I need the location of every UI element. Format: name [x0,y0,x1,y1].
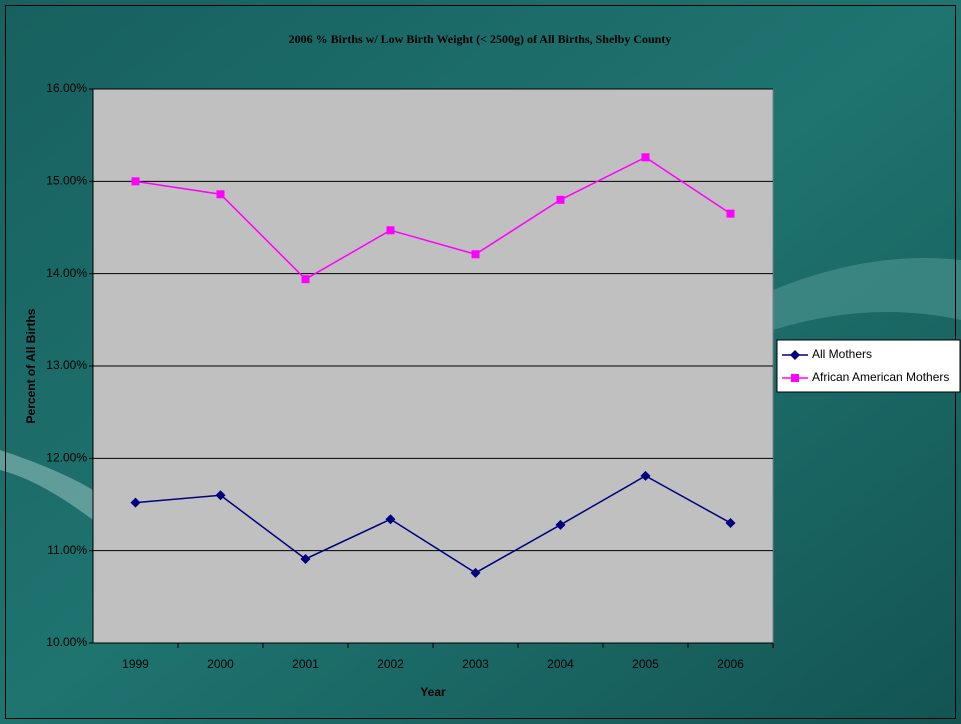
x-tick-label: 2003 [462,657,489,671]
marker [387,226,395,234]
x-tick-label: 2005 [632,657,659,671]
legend-label: All Mothers [812,347,872,361]
x-axis-label: Year [420,685,446,699]
x-tick-label: 2006 [717,657,744,671]
y-tick-label: 12.00% [46,451,87,465]
chart: 2006 % Births w/ Low Birth Weight (< 250… [0,0,961,724]
x-tick-label: 2004 [547,657,574,671]
y-axis-label: Percent of All Births [24,308,38,423]
marker [557,196,565,204]
x-tick-label: 1999 [122,657,149,671]
y-tick-label: 14.00% [46,266,87,280]
y-tick-label: 10.00% [46,635,87,649]
marker [302,275,310,283]
y-tick-label: 16.00% [46,81,87,95]
y-tick-label: 11.00% [47,543,87,557]
x-tick-label: 2001 [292,657,319,671]
y-tick-label: 13.00% [46,358,87,372]
marker [132,177,140,185]
marker [472,250,480,258]
marker [217,190,225,198]
marker [727,210,735,218]
x-tick-label: 2000 [207,657,234,671]
y-tick-label: 15.00% [46,174,87,188]
chart-title: 2006 % Births w/ Low Birth Weight (< 250… [289,32,672,46]
marker [791,374,799,382]
marker [642,153,650,161]
legend-label: African American Mothers [812,370,949,384]
x-tick-label: 2002 [377,657,404,671]
